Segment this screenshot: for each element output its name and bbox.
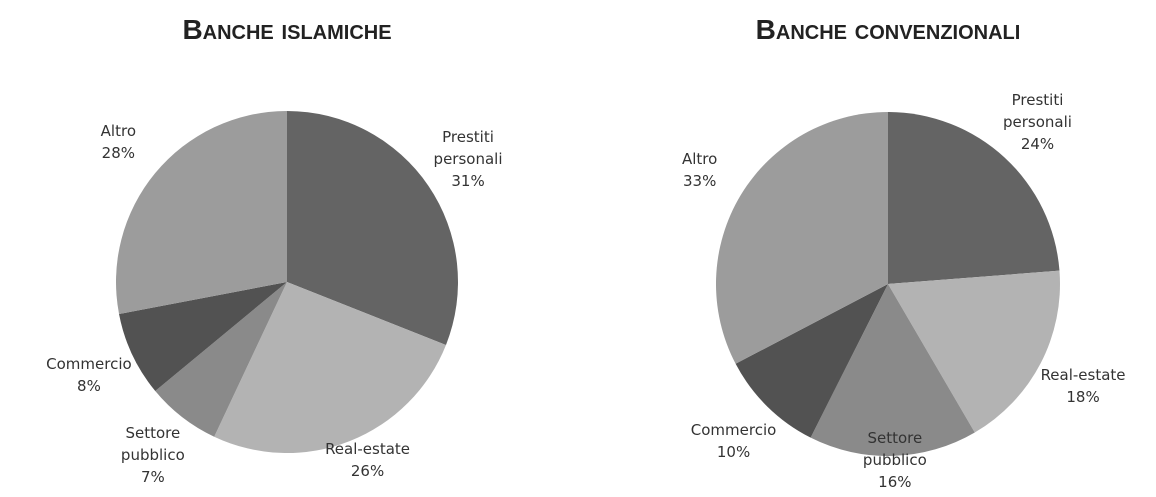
slice-label: Altro 33%: [652, 148, 748, 192]
slice-label: Settore pubblico 16%: [847, 427, 943, 493]
pie-slice: [888, 270, 1060, 433]
slice-category: Settore pubblico: [120, 423, 185, 464]
slice-value: 10%: [716, 442, 751, 461]
chart-title: Banche islamiche: [182, 14, 392, 45]
slice-value: 33%: [682, 171, 717, 190]
slice-category: Altro: [100, 122, 136, 141]
pie-slice: [810, 284, 975, 457]
slice-label: Prestiti personali 24%: [990, 89, 1086, 155]
slice-category: Commercio: [690, 420, 777, 439]
slice-value: 24%: [1020, 135, 1055, 154]
slice-label: Settore pubblico 7%: [105, 422, 201, 488]
pie-slice: [155, 282, 287, 437]
slice-value: 7%: [140, 467, 165, 486]
slice-category: Settore pubblico: [862, 429, 927, 469]
pie-slice: [119, 282, 288, 391]
pie-slice: [888, 112, 1060, 284]
slice-label: Altro 28%: [70, 120, 166, 164]
chart-title: Banche convenzionali: [755, 14, 1021, 45]
slice-value: 8%: [77, 377, 101, 396]
pie-slice: [287, 111, 458, 345]
pie-slice: [115, 111, 287, 315]
pie-slice: [214, 282, 446, 454]
slice-value: 18%: [1066, 388, 1100, 407]
slice-category: Commercio: [46, 355, 132, 374]
slice-category: Real-estate: [325, 440, 411, 458]
slice-value: 28%: [101, 144, 136, 163]
slice-value: 16%: [878, 473, 912, 491]
slice-category: Prestiti personali: [433, 127, 503, 168]
slice-category: Prestiti personali: [1003, 91, 1072, 132]
pie-slice: [716, 112, 888, 364]
slice-category: Real-estate: [1040, 366, 1126, 385]
pie-slice: [735, 284, 888, 438]
slice-label: Commercio 10%: [686, 419, 782, 463]
slice-label: Commercio 8%: [41, 353, 137, 397]
slice-label: Prestiti personali 31%: [420, 126, 516, 192]
slice-value: 26%: [350, 462, 385, 480]
slice-value: 31%: [451, 171, 485, 190]
slice-label: Real-estate 26%: [320, 438, 416, 482]
slice-label: Real-estate 18%: [1035, 364, 1131, 408]
slice-category: Altro: [681, 149, 718, 168]
